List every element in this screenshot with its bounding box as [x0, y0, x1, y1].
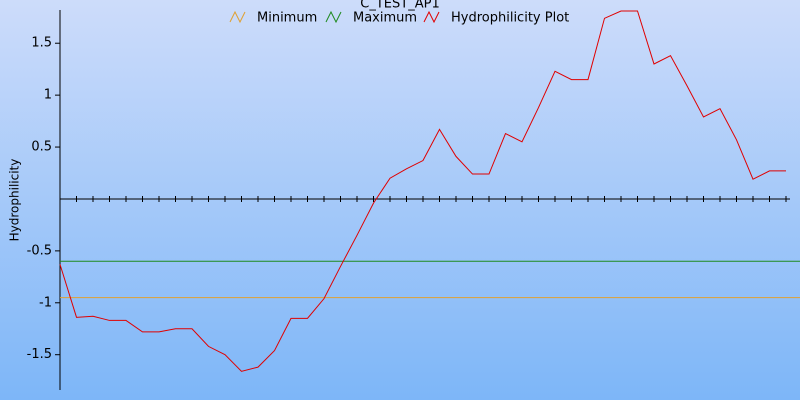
y-axis-label: Hydrophilicity	[8, 159, 22, 242]
y-tick-label: 1	[44, 88, 52, 103]
legend-label: Hydrophilicity Plot	[451, 11, 569, 26]
y-tick-label: -1	[39, 295, 52, 310]
legend-label: Minimum	[257, 11, 317, 26]
y-tick-label: -1.5	[27, 347, 52, 362]
legend-label: Maximum	[353, 11, 417, 26]
y-tick-label: 1.5	[31, 36, 52, 51]
chart-title: C_TEST_AP1	[360, 0, 439, 12]
legend-icon	[229, 10, 246, 24]
y-tick-label: -0.5	[27, 243, 52, 258]
y-tick-label: 0.5	[31, 140, 52, 155]
data-line	[59, 10, 786, 372]
legend-icon	[423, 10, 440, 24]
legend-icon	[325, 10, 342, 24]
